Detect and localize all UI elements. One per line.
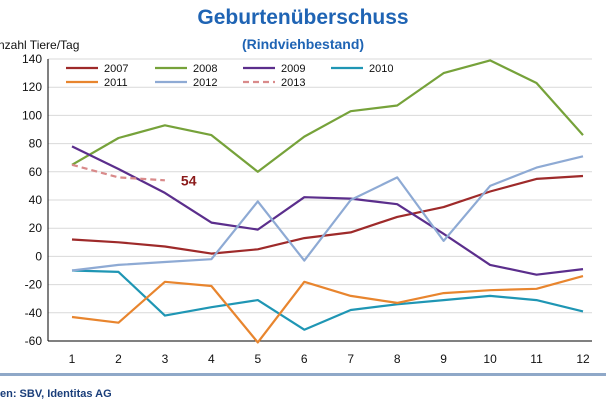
chart-title: Geburtenüberschuss	[197, 6, 409, 29]
series-line-2009	[71, 145, 584, 276]
y-tick-label: -20	[25, 278, 43, 292]
x-tick-label: 3	[162, 352, 169, 366]
x-tick-label: 7	[347, 352, 354, 366]
annotations: 54	[181, 172, 197, 188]
series-line-2007	[71, 174, 584, 255]
footer-divider	[0, 373, 606, 376]
y-axis-label: nzahl Tiere/Tag	[0, 38, 80, 52]
x-tick-label: 9	[440, 352, 447, 366]
legend-label-2011: 2011	[104, 77, 128, 89]
series-line-2008	[71, 59, 584, 173]
x-tick-label: 8	[394, 352, 401, 366]
series-lines	[71, 59, 584, 344]
series-line-2012	[71, 155, 584, 272]
legend-label-2012: 2012	[193, 77, 217, 89]
y-tick-label: 140	[22, 52, 42, 66]
y-tick-label: 60	[29, 165, 43, 179]
y-tick-label: -60	[25, 334, 43, 348]
y-tick-label: 20	[29, 221, 43, 235]
series-line-2011	[71, 275, 584, 344]
annotation-label: 54	[181, 172, 197, 188]
x-tick-label: 1	[69, 352, 76, 366]
series-line-2010	[71, 269, 584, 331]
x-tick-label: 11	[530, 352, 543, 366]
legend-label-2008: 2008	[193, 63, 217, 75]
x-tick-label: 2	[115, 352, 122, 366]
y-tick-label: 100	[22, 108, 42, 122]
y-tick-label: 80	[29, 137, 43, 151]
y-tick-label: 120	[22, 80, 42, 94]
y-tick-label: 0	[35, 249, 42, 263]
legend: 2007 2008 2009 2010 2011 2012 2013	[66, 63, 393, 89]
x-tick-label: 5	[254, 352, 261, 366]
x-tick-label: 10	[483, 352, 497, 366]
legend-label-2010: 2010	[369, 63, 393, 75]
x-tick-label: 12	[576, 352, 590, 366]
y-tick-label: 40	[29, 193, 43, 207]
source-note: en: SBV, Identitas AG	[0, 388, 112, 400]
legend-label-2013: 2013	[281, 77, 305, 89]
x-tick-label: 6	[301, 352, 308, 366]
x-tick-label: 4	[208, 352, 215, 366]
legend-label-2009: 2009	[281, 63, 305, 75]
series-line-2013	[71, 163, 165, 182]
legend-label-2007: 2007	[104, 63, 128, 75]
chart-subtitle: (Rindviehbestand)	[241, 36, 365, 52]
y-tick-label: -40	[25, 306, 43, 320]
